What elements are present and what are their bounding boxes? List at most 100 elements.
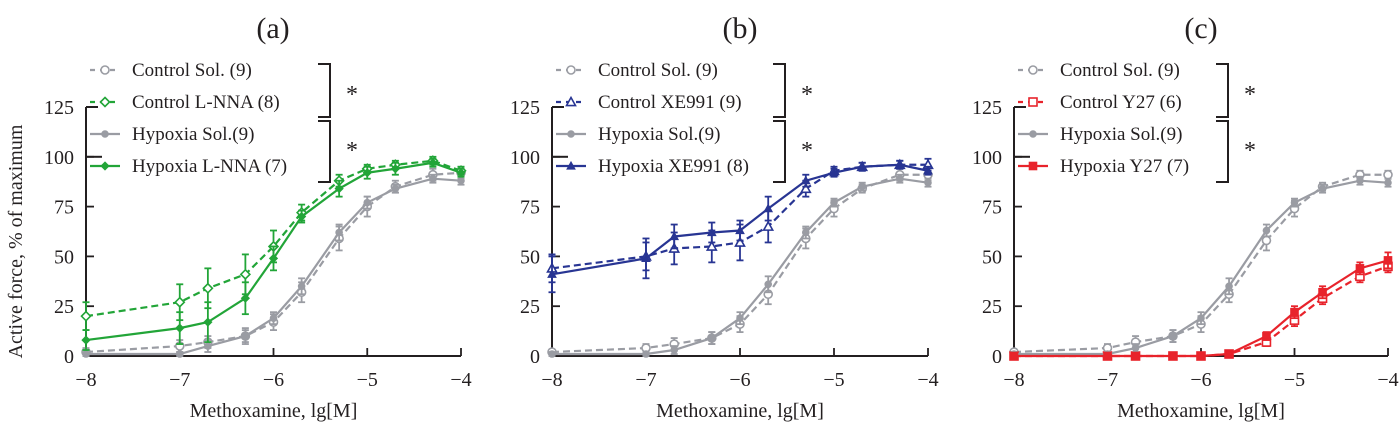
data-point (1131, 351, 1140, 361)
x-tick-label: −7 (1097, 369, 1118, 391)
significance-bracket (318, 120, 331, 183)
data-point (1131, 344, 1140, 352)
data-point (857, 161, 868, 171)
legend-label: Control Sol. (9) (132, 60, 252, 81)
x-tick-label: −6 (729, 369, 750, 391)
x-axis-label: Methoxamine, lg[M] (1117, 400, 1285, 422)
data-point (80, 310, 92, 322)
y-tick-label: 75 (54, 197, 74, 219)
data-point (240, 293, 251, 303)
data-point (670, 346, 679, 354)
legend-label: Hypoxia Y27 (7) (1060, 156, 1189, 177)
data-point (296, 211, 307, 222)
data-point (1318, 184, 1327, 193)
data-point (429, 174, 437, 183)
x-tick-label: −7 (635, 369, 656, 391)
significance-marker: * (346, 82, 358, 108)
x-tick-label: −4 (450, 369, 471, 391)
data-point (707, 334, 716, 342)
y-tick-label: 100 (972, 147, 1002, 169)
legend: Control Sol. (9) Control Y27 (6) Hypoxia S… (1014, 60, 1256, 183)
y-tick-label: 100 (44, 147, 74, 169)
panel-b: (b) 0 25 50 75 100 125 −8 −7 −6 −5 −4 Methoxamine, l… (510, 12, 939, 422)
data-point (829, 167, 839, 177)
x-tick-label: −5 (823, 369, 844, 391)
series-hypoxia-sol-9 (548, 173, 932, 358)
x-tick-label: −6 (1190, 369, 1211, 391)
data-point (99, 96, 111, 108)
data-point (1196, 351, 1206, 361)
data-point (642, 350, 650, 358)
data-point (800, 175, 811, 185)
series-control-sol-9 (547, 167, 933, 357)
data-point (1384, 178, 1392, 187)
x-tick-label: −5 (357, 369, 378, 391)
legend-label: Control Sol. (9) (598, 60, 718, 81)
panel-title: (a) (256, 12, 289, 45)
data-point (924, 178, 932, 187)
data-point (565, 95, 577, 107)
data-point (1261, 235, 1272, 246)
x-axis-label: Methoxamine, lg[M] (190, 400, 358, 422)
data-point (82, 350, 90, 358)
legend: Control Sol. (9) Control L-NNA (8) Hypoxia… (86, 60, 358, 183)
x-tick-label: −8 (75, 369, 96, 391)
data-point (858, 182, 867, 191)
panel-title: (b) (723, 12, 758, 45)
significance-bracket (773, 63, 786, 118)
data-point (335, 228, 343, 237)
data-point (456, 168, 466, 178)
data-point (801, 228, 810, 237)
data-point (391, 184, 400, 193)
legend-label: Control XE991 (9) (598, 92, 742, 113)
data-point (764, 280, 773, 289)
series-hypoxia-y27-7 (1009, 251, 1393, 361)
legend-label: Hypoxia Sol.(9) (598, 124, 720, 145)
data-point (1225, 282, 1233, 291)
data-point (175, 323, 185, 333)
data-point (830, 198, 838, 207)
panel-c: (c) 0 25 50 75 100 125 −8 −7 −6 −5 −4 Methoxamine, l… (972, 12, 1399, 422)
series-hypoxia-l-nna-7 (81, 157, 466, 351)
panel-title: (c) (1184, 12, 1217, 45)
data-point (100, 161, 110, 171)
data-point (548, 350, 556, 358)
data-point (1383, 169, 1393, 180)
data-point (799, 182, 812, 194)
legend-label: Hypoxia Sol.(9) (132, 124, 254, 145)
data-point (1355, 264, 1365, 273)
data-point (736, 314, 744, 322)
data-point (428, 158, 438, 168)
significance-bracket (1216, 63, 1229, 118)
data-point (1318, 287, 1327, 297)
data-point (174, 296, 186, 308)
y-axis-label: Active force, % of maximum (5, 124, 27, 358)
data-point (1009, 351, 1019, 361)
y-tick-label: 0 (992, 346, 1002, 368)
data-point (363, 198, 372, 207)
data-point (923, 165, 933, 175)
data-point (203, 317, 213, 327)
data-point (641, 253, 651, 262)
x-tick-label: −7 (169, 369, 190, 391)
significance-bracket (318, 63, 331, 118)
significance-marker: * (801, 82, 813, 108)
series-line (85, 159, 462, 318)
legend-label: Control Sol. (9) (1060, 60, 1180, 81)
data-point (1028, 65, 1038, 75)
data-point (1028, 161, 1038, 171)
data-point (669, 231, 680, 241)
data-point (81, 335, 91, 345)
significance-marker: * (346, 138, 358, 164)
data-point (175, 350, 184, 358)
data-point (1168, 351, 1178, 361)
y-tick-label: 125 (44, 97, 74, 119)
data-point (334, 184, 344, 194)
data-point (567, 130, 575, 138)
data-point (1383, 256, 1393, 265)
data-point (1356, 176, 1364, 185)
legend-label: Hypoxia Sol.(9) (1060, 124, 1182, 145)
significance-marker: * (1244, 82, 1256, 108)
data-point (705, 240, 718, 251)
series-hypoxia-sol-9 (82, 173, 465, 358)
